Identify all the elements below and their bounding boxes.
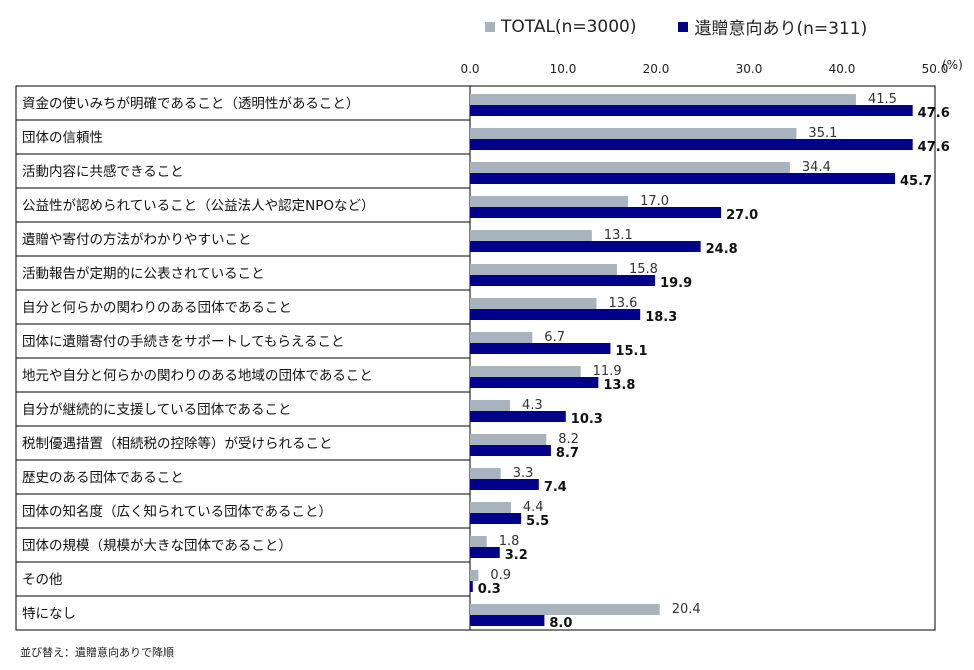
data-label-total: 3.3 [513,466,534,481]
data-label-total: 13.1 [604,228,633,243]
data-label-total: 6.7 [544,330,565,345]
data-label-heir: 10.3 [571,412,603,427]
data-label-total: 4.3 [522,398,543,413]
sort-note: 並び替え：遺贈意向ありで降順 [20,646,174,659]
data-label-total: 17.0 [640,194,669,209]
category-label: 公益性が認められていること（公益法人や認定NPOなど） [22,198,374,214]
bar-heir [470,105,913,116]
legend-item-heir: 遺贈意向あり(n=311) [678,14,867,39]
bar-heir [470,615,545,626]
data-label-heir: 13.8 [603,378,635,393]
x-tick-label: 50.0 [922,62,949,76]
category-label: 団体に遺贈寄付の手続きをサポートしてもらえること [22,333,345,350]
data-label-heir: 0.3 [478,582,501,597]
unit-label: (%) [942,58,963,72]
data-label-heir: 15.1 [615,344,647,359]
category-label: 歴史のある団体であること [22,470,184,486]
category-label: 団体の規模（規模が大きな団体であること） [22,538,292,554]
bar-total [470,536,487,547]
bar-total [470,570,479,581]
category-label: その他 [22,572,63,588]
bar-heir [470,581,473,592]
data-label-heir: 27.0 [726,208,758,223]
bar-heir [470,207,722,218]
bar-heir [470,173,896,184]
bar-heir [470,275,656,286]
x-tick-label: 30.0 [736,62,763,76]
bar-total [470,128,797,139]
bar-heir [470,377,599,388]
data-label-total: 34.4 [802,160,831,175]
data-label-total: 0.9 [490,568,511,583]
bar-total [470,366,581,377]
category-label: 団体の知名度（広く知られている団体であること） [22,503,332,520]
data-label-heir: 24.8 [706,242,738,257]
data-label-heir: 47.6 [918,106,950,121]
data-label-total: 8.2 [558,432,579,447]
data-label-heir: 8.0 [549,616,572,631]
legend: TOTAL(n=3000) 遺贈意向あり(n=311) [485,14,867,39]
bar-total [470,434,547,445]
bar-total [470,298,597,309]
x-tick-label: 40.0 [829,62,856,76]
bar-heir [470,513,522,524]
category-label: 団体の信頼性 [22,130,103,146]
bar-total [470,604,660,615]
bar-total [470,332,533,343]
x-tick-label: 10.0 [550,62,577,76]
bar-total [470,230,592,241]
data-label-heir: 19.9 [660,276,692,291]
bar-heir [470,411,566,422]
data-label-heir: 5.5 [526,514,549,529]
category-label: 活動報告が定期的に公表されていること [22,266,265,282]
data-label-total: 20.4 [672,602,701,617]
bar-heir [470,309,641,320]
category-label: 地元や自分と何らかの関わりのある地域の団体であること [22,368,373,384]
data-label-total: 35.1 [808,126,837,141]
x-tick-label: 20.0 [643,62,670,76]
category-label: 自分と何らかの関わりのある団体であること [22,300,292,316]
category-label: 遺贈や寄付の方法がわかりやすいこと [22,231,252,248]
bar-heir [470,343,611,354]
data-label-heir: 8.7 [556,446,579,461]
bar-total [470,468,501,479]
legend-swatch-total [485,21,495,32]
data-label-total: 13.6 [608,296,637,311]
bar-heir [470,547,500,558]
data-label-heir: 7.4 [544,480,567,495]
bar-heir [470,139,913,150]
category-label: 自分が継続的に支援している団体であること [22,402,291,418]
data-label-total: 4.4 [523,500,544,515]
data-label-heir: 18.3 [645,310,677,325]
category-label: 特になし [22,606,76,622]
data-label-total: 41.5 [868,92,897,107]
data-label-heir: 47.6 [918,140,950,155]
category-label: 資金の使いみちが明確であること（透明性があること） [22,95,359,112]
legend-swatch-heir [678,21,689,32]
x-tick-label: 0.0 [460,62,479,76]
legend-item-total: TOTAL(n=3000) [485,14,636,39]
legend-label-heir: 遺贈意向あり(n=311) [694,19,868,39]
bar-total [470,196,629,207]
data-label-heir: 3.2 [505,548,528,563]
bar-heir [470,479,539,490]
data-label-total: 11.9 [593,364,622,379]
data-label-heir: 45.7 [900,174,932,189]
category-label: 税制優遇措置（相続税の控除等）が受けられること [22,435,333,452]
data-label-total: 1.8 [499,534,520,549]
bar-total [470,162,790,173]
bar-total [470,502,511,513]
category-label: 活動内容に共感できること [22,163,184,180]
bar-total [470,94,856,105]
bar-heir [470,445,551,456]
legend-label-total: TOTAL(n=3000) [501,16,637,37]
bar-heir [470,241,701,252]
data-label-total: 15.8 [629,262,658,277]
bar-total [470,400,510,411]
bar-total [470,264,617,275]
